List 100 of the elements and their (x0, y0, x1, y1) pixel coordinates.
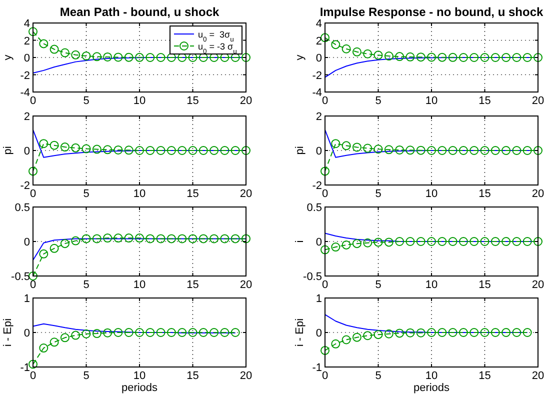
y-tick-label: 0 (316, 52, 322, 64)
point (71, 330, 80, 340)
y-tick-label: 0 (24, 146, 30, 158)
point (220, 234, 230, 244)
y-tick-label: 0 (24, 328, 30, 340)
legend-label: u$_{0}$ = -3 σ$_{u}$ (198, 42, 238, 55)
point (374, 144, 383, 154)
chart-title: Mean Path - bound, u shock (60, 5, 220, 19)
point (490, 146, 500, 155)
point (220, 328, 230, 337)
point (395, 52, 404, 62)
y-tick-label: -0.5 (11, 271, 30, 283)
point (188, 146, 198, 155)
point (384, 145, 394, 154)
point (448, 237, 458, 246)
point (502, 146, 511, 155)
x-tick-label: 20 (240, 95, 252, 107)
point (320, 346, 330, 355)
point (124, 234, 134, 243)
x-tick-label: 10 (133, 95, 146, 107)
point (512, 53, 522, 62)
y-axis-title: y (2, 54, 14, 60)
y-tick-label: 0 (24, 236, 30, 248)
x-tick-label: 20 (532, 95, 544, 107)
point (438, 146, 447, 155)
y-tick-label: 0 (316, 236, 322, 248)
x-tick-label: 5 (375, 370, 382, 382)
x-tick-label: 15 (186, 188, 199, 200)
point (135, 146, 144, 155)
y-tick-label: -0.5 (303, 271, 322, 283)
y-axis-title: i (294, 240, 306, 243)
x-tick-label: 20 (240, 188, 252, 200)
point (416, 146, 426, 155)
y-tick-label: -2 (20, 70, 30, 82)
x-tick-label: 20 (240, 279, 252, 291)
point (448, 52, 458, 62)
y-tick-label: -4 (312, 87, 322, 99)
point (480, 237, 490, 246)
point (352, 332, 362, 342)
point (331, 339, 340, 348)
x-tick-label: 15 (478, 279, 491, 291)
x-tick-label: 5 (83, 188, 90, 200)
point (188, 328, 198, 337)
point (71, 143, 80, 152)
point (146, 234, 155, 244)
point (342, 240, 351, 250)
point (427, 146, 436, 155)
point (103, 52, 112, 62)
point (114, 145, 123, 154)
x-tick-label: 5 (83, 370, 90, 382)
point (384, 52, 394, 61)
point (427, 52, 436, 62)
point (242, 146, 250, 155)
point (438, 237, 447, 246)
x-tick-label: 20 (532, 370, 544, 382)
y-tick-label: 2 (24, 111, 30, 123)
point (103, 145, 112, 154)
y-axis-title: y (294, 54, 306, 60)
point (60, 142, 70, 152)
point (39, 139, 48, 148)
point (458, 328, 468, 337)
point (39, 39, 48, 48)
point (320, 33, 330, 42)
point (427, 328, 436, 337)
point (490, 237, 500, 246)
point (320, 166, 330, 176)
point (210, 328, 219, 337)
point (502, 53, 511, 62)
point (342, 141, 351, 150)
x-tick-label: 5 (375, 95, 382, 107)
point (352, 239, 362, 248)
point (210, 146, 219, 155)
point (50, 44, 59, 54)
point (124, 52, 134, 62)
x-tick-label: 5 (83, 279, 90, 291)
x-tick-label: 10 (133, 188, 146, 200)
y-axis-title: i - Epi (294, 318, 306, 347)
point (534, 146, 542, 155)
point (82, 234, 91, 244)
point (448, 146, 458, 155)
point (502, 237, 511, 246)
point (135, 234, 144, 243)
point (512, 328, 522, 337)
point (374, 330, 383, 340)
point (188, 234, 198, 244)
y-tick-label: -2 (312, 180, 322, 192)
x-tick-label: 10 (425, 279, 438, 291)
point (198, 234, 208, 244)
point (103, 234, 112, 243)
point (71, 236, 80, 246)
point (363, 144, 372, 153)
point (28, 27, 38, 36)
point (230, 146, 240, 155)
y-tick-label: 2 (316, 111, 322, 123)
point (60, 239, 70, 248)
point (82, 144, 91, 154)
point (210, 234, 219, 244)
point (470, 146, 479, 155)
point (480, 53, 490, 62)
y-tick-label: -4 (20, 87, 30, 99)
